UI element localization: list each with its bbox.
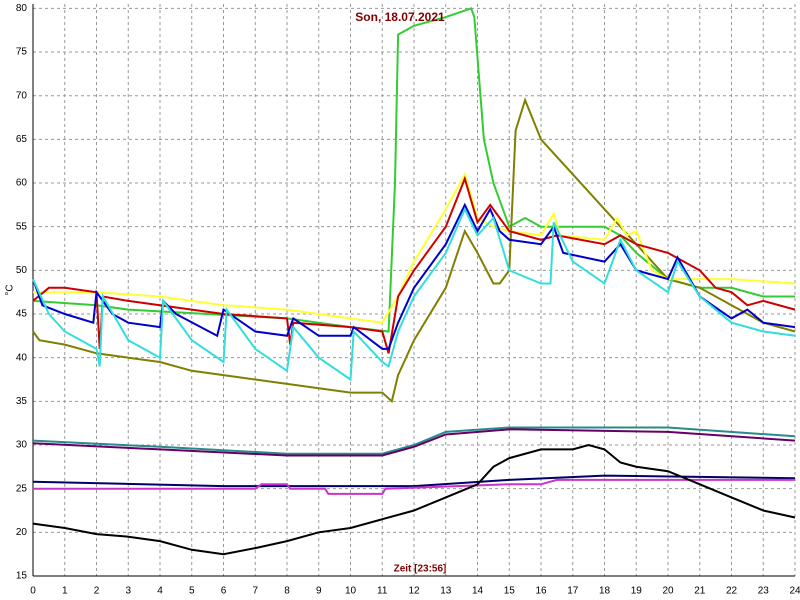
- y-tick-label: 45: [16, 309, 28, 320]
- y-tick-label: 25: [16, 483, 28, 494]
- x-tick-label: 12: [408, 586, 420, 597]
- x-tick-label: 20: [662, 586, 674, 597]
- x-tick-label: 7: [252, 586, 258, 597]
- series-line: [32, 426, 796, 455]
- x-tick-label: 23: [758, 586, 770, 597]
- series-line: [32, 206, 796, 382]
- chart-title: Son, 18.07.2021: [355, 10, 445, 24]
- y-tick-label: 75: [16, 47, 28, 58]
- y-tick-label: 40: [16, 352, 28, 363]
- x-tick-label: 21: [694, 586, 706, 597]
- y-tick-label: 15: [16, 571, 28, 582]
- x-tick-label: 16: [535, 586, 547, 597]
- y-tick-label: 30: [16, 440, 28, 451]
- series-line: [32, 202, 796, 350]
- y-tick-label: 50: [16, 265, 28, 276]
- x-tick-label: 18: [599, 586, 611, 597]
- x-tick-label: 6: [221, 586, 227, 597]
- x-tick-label: 15: [504, 586, 516, 597]
- y-tick-label: 70: [16, 90, 28, 101]
- series-line: [32, 428, 796, 457]
- x-tick-label: 2: [94, 586, 100, 597]
- x-tick-label: 5: [189, 586, 195, 597]
- x-tick-label: 1: [62, 586, 68, 597]
- y-tick-label: 65: [16, 134, 28, 145]
- x-tick-label: 19: [631, 586, 643, 597]
- y-tick-label: 35: [16, 396, 28, 407]
- x-tick-label: 8: [284, 586, 290, 597]
- x-tick-label: 14: [472, 586, 484, 597]
- x-tick-label: 4: [157, 586, 163, 597]
- series-line: [32, 443, 796, 556]
- x-tick-label: 11: [377, 586, 388, 597]
- series-line: [33, 171, 796, 324]
- x-tick-label: 9: [316, 586, 322, 597]
- series-line: [33, 478, 795, 495]
- y-tick-label: 60: [16, 178, 28, 189]
- x-tick-label: 22: [726, 586, 738, 597]
- x-tick-label: 17: [567, 586, 579, 597]
- x-tick-label: 13: [440, 586, 452, 597]
- x-tick-label: 10: [345, 586, 357, 597]
- x-tick-label: 0: [30, 586, 36, 597]
- y-tick-label: 80: [16, 3, 28, 14]
- x-tick-label: 24: [789, 586, 800, 597]
- y-tick-label: 20: [16, 527, 28, 538]
- x-tick-label: 3: [125, 586, 131, 597]
- y-tick-label: 55: [16, 221, 28, 232]
- y-axis-label: °C: [5, 284, 16, 295]
- x-axis-label: Zeit [23:56]: [394, 564, 447, 575]
- series-line: [32, 474, 796, 488]
